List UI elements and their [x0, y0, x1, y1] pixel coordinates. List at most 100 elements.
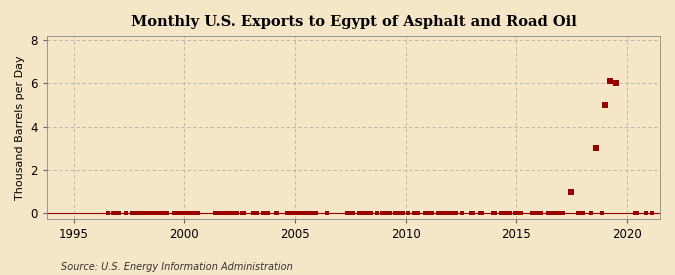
Point — [605, 79, 616, 83]
Point — [443, 211, 454, 216]
Point — [514, 211, 524, 216]
Point — [180, 211, 190, 216]
Point — [390, 211, 401, 216]
Point — [287, 211, 298, 216]
Point — [154, 211, 165, 216]
Point — [171, 211, 182, 216]
Point — [447, 211, 458, 216]
Point — [250, 211, 261, 216]
Point — [412, 211, 423, 216]
Point — [300, 211, 310, 216]
Point — [610, 81, 621, 86]
Point — [130, 211, 141, 216]
Point — [156, 211, 167, 216]
Point — [408, 211, 419, 216]
Point — [174, 211, 185, 216]
Point — [477, 211, 487, 216]
Point — [572, 211, 583, 216]
Point — [322, 211, 333, 216]
Point — [501, 211, 512, 216]
Point — [134, 211, 144, 216]
Point — [377, 211, 388, 216]
Point — [427, 211, 437, 216]
Point — [543, 211, 554, 216]
Point — [632, 211, 643, 216]
Point — [536, 211, 547, 216]
Point — [381, 211, 392, 216]
Point — [219, 211, 230, 216]
Point — [585, 211, 596, 216]
Point — [456, 211, 467, 216]
Point — [552, 211, 563, 216]
Point — [425, 211, 436, 216]
Point — [144, 211, 155, 216]
Point — [504, 211, 515, 216]
Point — [184, 211, 194, 216]
Point — [436, 211, 447, 216]
Point — [289, 211, 300, 216]
Point — [646, 211, 657, 216]
Point — [403, 211, 414, 216]
Point — [141, 211, 152, 216]
Point — [257, 211, 268, 216]
Point — [161, 211, 172, 216]
Point — [385, 211, 396, 216]
Point — [283, 211, 294, 216]
Point — [310, 211, 321, 216]
Point — [224, 211, 235, 216]
Point — [574, 211, 585, 216]
Point — [597, 211, 608, 216]
Text: Source: U.S. Energy Information Administration: Source: U.S. Energy Information Administ… — [61, 262, 292, 271]
Point — [108, 211, 119, 216]
Point — [357, 211, 368, 216]
Point — [466, 211, 477, 216]
Point — [358, 211, 369, 216]
Point — [110, 211, 121, 216]
Point — [272, 211, 283, 216]
Point — [191, 211, 202, 216]
Point — [178, 211, 189, 216]
Point — [187, 211, 198, 216]
Point — [433, 211, 443, 216]
Point — [215, 211, 225, 216]
Point — [346, 211, 356, 216]
Point — [398, 211, 408, 216]
Point — [309, 211, 320, 216]
Point — [554, 211, 565, 216]
Point — [307, 211, 318, 216]
Point — [176, 211, 187, 216]
Point — [226, 211, 237, 216]
Point — [558, 211, 568, 216]
Point — [549, 211, 560, 216]
Title: Monthly U.S. Exports to Egypt of Asphalt and Road Oil: Monthly U.S. Exports to Egypt of Asphalt… — [130, 15, 576, 29]
Point — [526, 211, 537, 216]
Point — [556, 211, 567, 216]
Y-axis label: Thousand Barrels per Day: Thousand Barrels per Day — [15, 55, 25, 200]
Point — [532, 211, 543, 216]
Point — [530, 211, 541, 216]
Point — [285, 211, 296, 216]
Point — [440, 211, 451, 216]
Point — [151, 211, 161, 216]
Point — [189, 211, 200, 216]
Point — [599, 103, 610, 107]
Point — [232, 211, 242, 216]
Point — [344, 211, 354, 216]
Point — [489, 211, 500, 216]
Point — [248, 211, 259, 216]
Point — [261, 211, 272, 216]
Point — [371, 211, 382, 216]
Point — [113, 211, 124, 216]
Point — [211, 211, 222, 216]
Point — [143, 211, 154, 216]
Point — [305, 211, 316, 216]
Point — [630, 211, 641, 216]
Point — [126, 211, 137, 216]
Point — [510, 211, 520, 216]
Point — [132, 211, 142, 216]
Point — [449, 211, 460, 216]
Point — [516, 211, 526, 216]
Point — [488, 211, 499, 216]
Point — [213, 211, 224, 216]
Point — [392, 211, 403, 216]
